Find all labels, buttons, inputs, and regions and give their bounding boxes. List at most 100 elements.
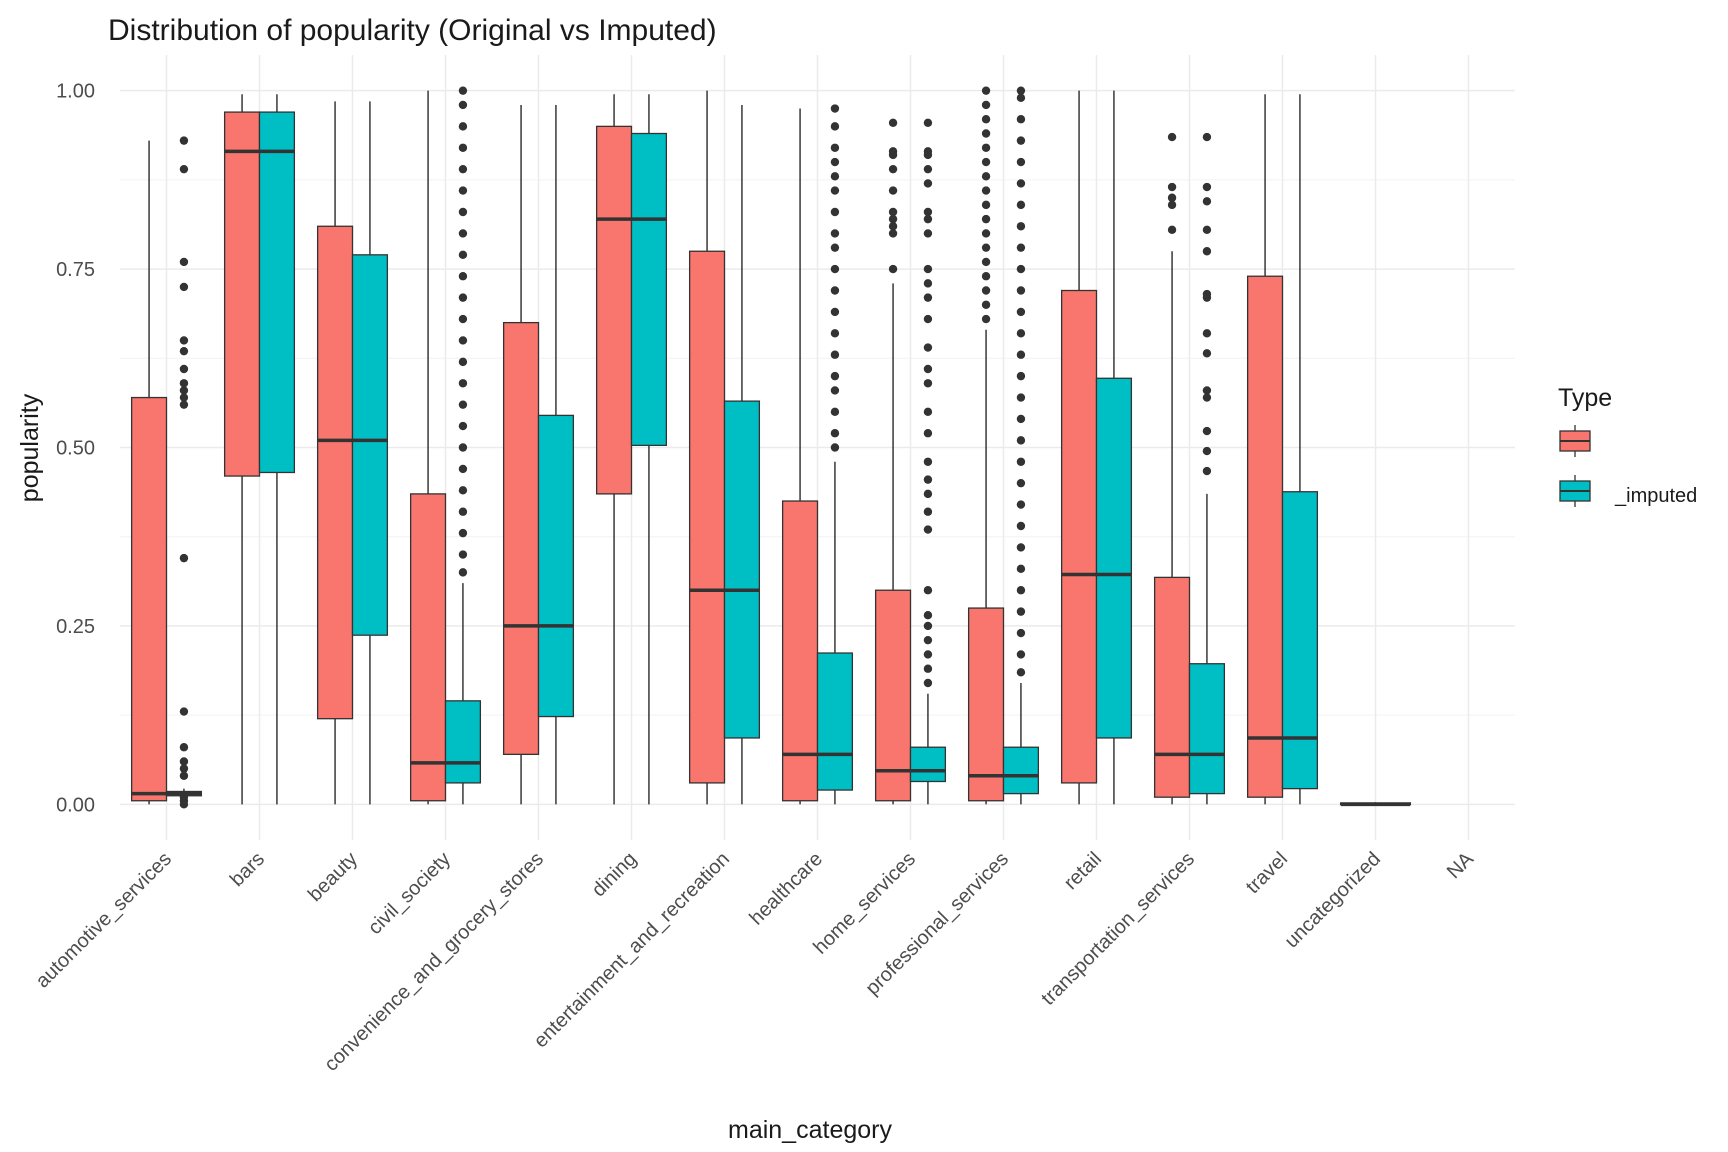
outlier-point — [1016, 478, 1026, 488]
outlier-point — [1202, 466, 1212, 476]
outlier-point — [830, 143, 840, 152]
box — [1339, 802, 1377, 807]
outlier-point — [1016, 414, 1026, 424]
outlier-point — [830, 371, 840, 381]
outlier-point — [888, 118, 898, 127]
outlier-point — [1202, 289, 1212, 299]
box-body — [688, 250, 726, 784]
box — [874, 118, 912, 805]
outlier-point — [981, 172, 991, 181]
x-tick-label: beauty — [304, 848, 362, 906]
outlier-point — [179, 164, 189, 174]
outlier-point — [179, 364, 189, 374]
outlier-point — [458, 486, 468, 495]
box — [1002, 86, 1040, 805]
outlier-point — [888, 222, 898, 231]
outlier-point — [179, 771, 189, 780]
outlier-point — [458, 336, 468, 345]
outlier-point — [888, 229, 898, 238]
legend-key — [1559, 475, 1591, 507]
outlier-point — [1016, 371, 1026, 381]
box — [1060, 90, 1098, 805]
outlier-point — [1202, 349, 1212, 358]
outlier-point — [1016, 650, 1026, 659]
legend-label-imputed: _imputed — [1614, 485, 1697, 507]
outlier-point — [1202, 446, 1212, 456]
y-tick-label: 1.00 — [56, 81, 95, 103]
outlier-point — [1016, 93, 1026, 103]
outlier-point — [981, 143, 991, 152]
outlier-point — [458, 293, 468, 302]
outlier-point — [458, 164, 468, 174]
box — [1374, 802, 1412, 807]
outlier-point — [458, 357, 468, 367]
box-body — [816, 652, 854, 791]
box — [816, 104, 854, 805]
box — [630, 94, 668, 805]
outlier-point — [923, 678, 933, 688]
outlier-point — [179, 346, 189, 356]
series-group — [165, 86, 1412, 809]
outlier-point — [1016, 200, 1026, 210]
box-series — [130, 86, 1412, 809]
box-body — [1153, 576, 1191, 798]
outlier-point — [1016, 543, 1026, 552]
box — [502, 104, 540, 805]
box-body — [595, 125, 633, 495]
box — [723, 104, 761, 805]
outlier-point — [888, 264, 898, 274]
outlier-point — [179, 707, 189, 716]
outlier-point — [923, 457, 933, 466]
outlier-point — [1016, 264, 1026, 274]
box — [351, 101, 389, 805]
outlier-point — [888, 186, 898, 195]
outlier-point — [458, 400, 468, 409]
outlier-point — [923, 507, 933, 516]
outlier-point — [179, 379, 189, 388]
y-axis: 0.00 0.25 0.50 0.75 1.00 — [56, 81, 95, 817]
outlier-point — [830, 329, 840, 338]
outlier-point — [458, 207, 468, 217]
outlier-point — [458, 229, 468, 238]
outlier-point — [830, 350, 840, 359]
outlier-point — [981, 86, 991, 95]
box — [165, 136, 203, 809]
outlier-point — [1202, 132, 1212, 142]
outlier-point — [923, 147, 933, 156]
outlier-point — [1016, 607, 1026, 616]
outlier-point — [830, 122, 840, 131]
outlier-point — [1016, 350, 1026, 359]
outlier-point — [1016, 521, 1026, 531]
outlier-point — [458, 86, 468, 95]
outlier-point — [981, 186, 991, 195]
outlier-point — [888, 147, 898, 156]
outlier-point — [923, 635, 933, 645]
outlier-point — [1202, 197, 1212, 206]
outlier-point — [1016, 157, 1026, 167]
outlier-point — [179, 393, 189, 402]
outlier-point — [981, 214, 991, 224]
outlier-point — [179, 136, 189, 145]
box-body — [1060, 289, 1098, 784]
outlier-point — [981, 115, 991, 124]
outlier-point — [830, 207, 840, 217]
outlier-point — [1016, 329, 1026, 338]
box-body — [909, 746, 947, 783]
outlier-point — [923, 314, 933, 324]
outlier-point — [981, 200, 991, 210]
box — [316, 101, 354, 805]
box — [1095, 90, 1133, 805]
box-body — [1246, 275, 1284, 798]
outlier-point — [923, 379, 933, 388]
y-tick-label: 0.00 — [56, 794, 95, 816]
box — [130, 140, 168, 805]
outlier-point — [888, 164, 898, 174]
outlier-point — [1016, 179, 1026, 188]
box — [1281, 94, 1319, 805]
box-body — [537, 414, 575, 718]
x-tick-label: uncategorized — [1281, 848, 1385, 952]
outlier-point — [830, 407, 840, 417]
y-tick-label: 0.50 — [56, 438, 95, 460]
box-body — [223, 111, 261, 477]
